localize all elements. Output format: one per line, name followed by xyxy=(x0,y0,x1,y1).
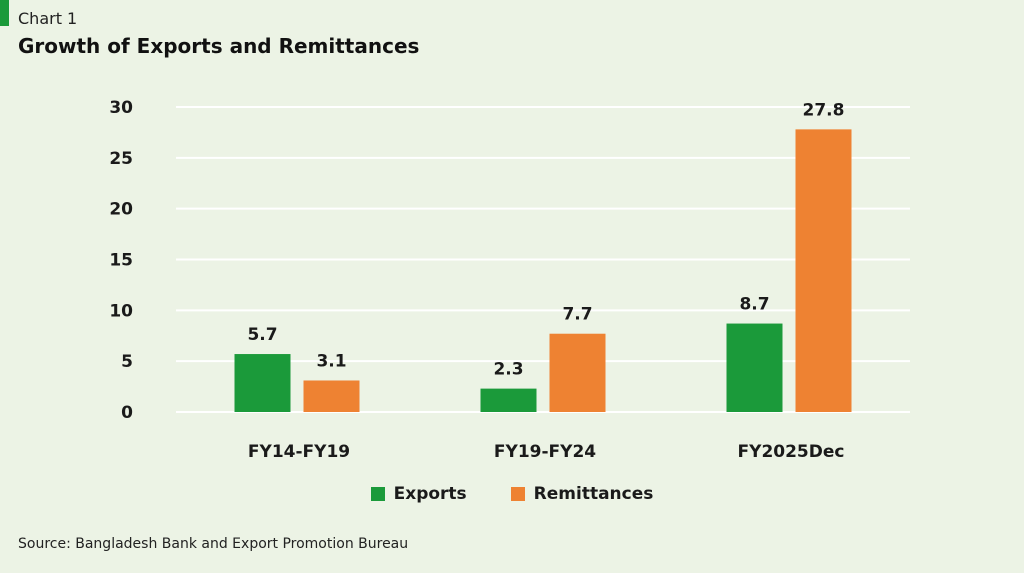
data-labels: 5.7 3.1 2.3 7.7 8.7 27.8 xyxy=(247,100,844,379)
data-label-exports-2: 8.7 xyxy=(739,295,769,315)
y-tick-label-5: 5 xyxy=(121,352,133,372)
data-label-remittances-1: 7.7 xyxy=(562,305,592,325)
source-note: Source: Bangladesh Bank and Export Promo… xyxy=(18,536,409,552)
y-tick-label-15: 15 xyxy=(109,251,133,271)
data-label-exports-1: 2.3 xyxy=(493,360,523,380)
data-label-remittances-0: 3.1 xyxy=(316,351,346,371)
bar-exports-0 xyxy=(234,354,291,412)
bar-remittances-1 xyxy=(549,333,606,412)
bar-exports-1 xyxy=(480,388,537,412)
data-label-exports-0: 5.7 xyxy=(247,325,277,345)
bar-chart: 0 5 10 15 20 25 30 5.7 3.1 2.3 7.7 8.7 27.8 FY14-FY… xyxy=(109,98,910,462)
chart-number-label: Chart 1 xyxy=(18,9,78,28)
category-label-1: FY19-FY24 xyxy=(494,442,596,462)
bar-remittances-0 xyxy=(303,380,360,412)
gridlines xyxy=(176,106,910,413)
remittances-swatch xyxy=(510,487,525,501)
legend-item-exports: Exports xyxy=(370,484,467,504)
bar-exports-2 xyxy=(726,323,783,412)
exports-swatch xyxy=(370,487,385,501)
y-tick-label-25: 25 xyxy=(109,149,133,169)
category-label-0: FY14-FY19 xyxy=(248,442,350,462)
bar-remittances-2 xyxy=(795,129,852,412)
accent-bar xyxy=(0,0,9,26)
y-tick-label-20: 20 xyxy=(109,200,133,220)
legend-label-remittances: Remittances xyxy=(533,484,654,504)
legend: Exports Remittances xyxy=(0,484,1024,504)
legend-label-exports: Exports xyxy=(393,484,467,504)
y-tick-label-0: 0 xyxy=(121,403,133,423)
data-label-remittances-2: 27.8 xyxy=(803,100,845,120)
category-labels: FY14-FY19 FY19-FY24 FY2025Dec xyxy=(248,442,845,462)
chart-title: Growth of Exports and Remittances xyxy=(18,34,420,58)
bars xyxy=(234,129,852,412)
legend-item-remittances: Remittances xyxy=(510,484,654,504)
y-tick-label-10: 10 xyxy=(109,301,133,321)
category-label-2: FY2025Dec xyxy=(738,442,845,462)
y-axis-ticks: 0 5 10 15 20 25 30 xyxy=(109,98,133,423)
y-tick-label-30: 30 xyxy=(109,98,133,118)
